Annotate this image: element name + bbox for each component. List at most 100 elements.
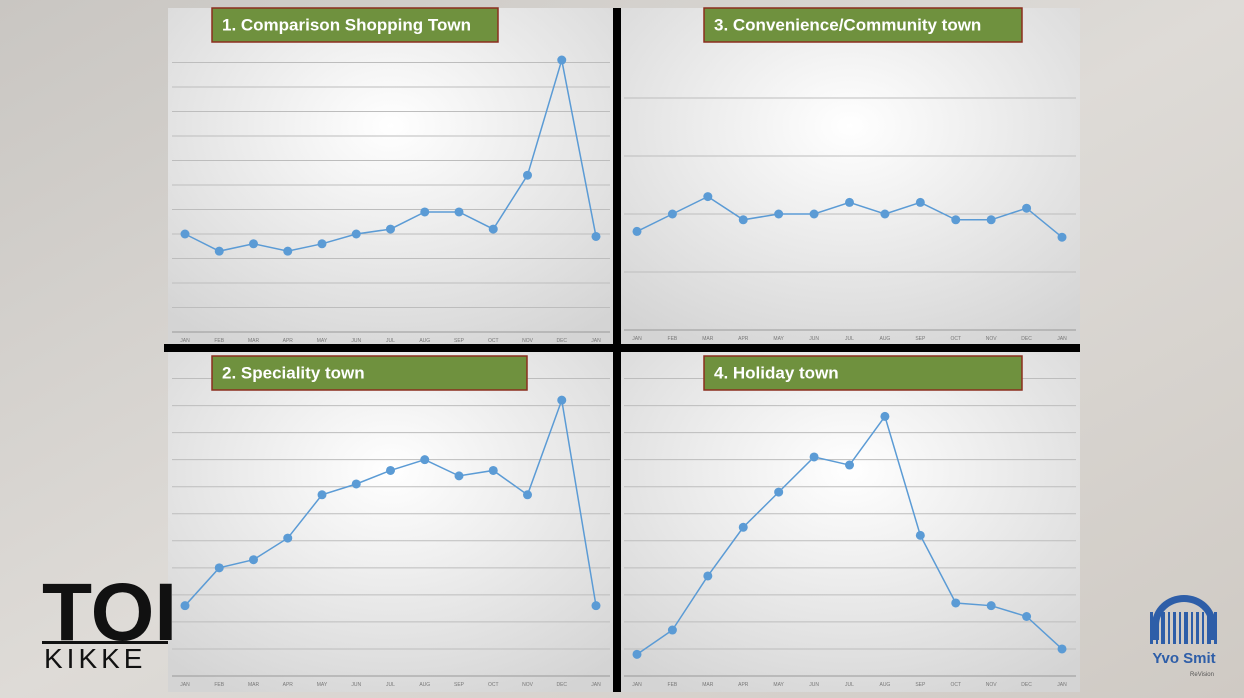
x-tick-label: JAN [632,336,642,342]
data-point [180,601,190,611]
x-tick-label: JUL [386,338,395,344]
x-tick-label: JUN [809,336,819,342]
data-point [488,465,498,475]
chart-title: 3. Convenience/Community town [714,15,981,34]
data-point [283,246,293,256]
data-point [738,215,748,225]
x-tick-label: JAN [632,682,642,688]
data-point [180,229,190,239]
x-tick-label: MAR [702,682,714,688]
title-box [211,355,528,391]
data-point [249,239,258,249]
data-point [915,197,925,207]
x-tick-label: NOV [522,338,534,344]
logo-right-name: Yvo Smit [1152,650,1215,667]
x-tick-label: SEP [915,336,926,342]
data-point [591,231,601,241]
x-tick-label: AUG [879,682,890,688]
data-point [951,598,961,608]
chart-title: 1. Comparison Shopping Town [222,15,471,34]
x-tick-label: FEB [214,682,224,688]
data-point [454,471,464,481]
data-point [386,465,395,475]
data-point [420,455,430,465]
x-tick-label: OCT [488,682,499,688]
x-tick-label: JAN [591,682,601,688]
x-tick-label: JAN [1057,682,1067,688]
x-tick-label: JAN [180,682,190,688]
data-point [809,209,819,219]
x-tick-label: JAN [180,338,190,344]
data-point [915,530,925,540]
data-point [351,229,361,239]
x-tick-label: MAR [248,682,260,688]
logo-left-sub: KIKKE [44,643,146,674]
data-point [1057,644,1067,654]
x-tick-label: JUN [351,338,361,344]
x-tick-label: JAN [591,338,601,344]
x-tick-label: JUL [386,682,395,688]
x-tick-label: SEP [454,682,465,688]
data-point [986,601,996,611]
data-point [283,533,293,543]
data-point [774,487,784,497]
x-tick-label: MAY [773,336,784,342]
data-point [738,522,748,532]
x-tick-label: AUG [419,338,430,344]
x-tick-label: FEB [668,336,678,342]
data-point [632,649,642,659]
x-tick-label: NOV [522,682,534,688]
logo-right-icon [1150,595,1217,644]
data-point [557,55,567,65]
data-point [667,209,677,219]
chart-panel [168,8,614,345]
data-point [214,563,224,573]
data-point [317,239,327,249]
logo-rule [42,641,168,644]
chart-panel [620,351,1080,692]
x-tick-label: FEB [668,682,678,688]
x-tick-label: MAR [248,338,260,344]
chart-panel [620,8,1080,345]
x-tick-label: NOV [986,682,998,688]
x-tick-label: JUN [809,682,819,688]
data-point [1057,232,1067,242]
chart-panel [168,351,614,692]
x-tick-label: OCT [488,338,499,344]
data-point [951,215,961,225]
data-point [845,197,854,207]
data-point [249,555,258,565]
x-tick-label: JUL [845,336,854,342]
data-point [880,411,890,421]
x-tick-label: JUL [845,682,854,688]
title-box [703,7,1023,43]
x-tick-label: MAR [702,336,714,342]
data-point [317,490,327,500]
x-tick-label: DEC [1021,336,1032,342]
x-tick-label: MAY [317,338,328,344]
x-tick-label: APR [283,682,294,688]
data-point [880,209,890,219]
data-point [591,601,601,611]
data-point [454,207,464,217]
data-point [632,226,642,236]
x-tick-label: MAY [773,682,784,688]
x-tick-label: SEP [454,338,465,344]
data-point [420,207,430,217]
title-box [211,7,499,43]
x-tick-label: AUG [879,336,890,342]
x-tick-label: FEB [214,338,224,344]
data-point [523,490,532,500]
x-tick-label: APR [283,338,294,344]
data-point [809,452,819,462]
x-tick-label: OCT [950,682,961,688]
x-tick-label: DEC [556,338,567,344]
data-point [351,479,361,489]
x-tick-label: DEC [1021,682,1032,688]
chart-title: 4. Holiday town [714,363,839,382]
logo-right-sub: ReVision [1190,672,1214,678]
data-point [667,625,677,635]
data-point [774,209,784,219]
x-tick-label: NOV [986,336,998,342]
